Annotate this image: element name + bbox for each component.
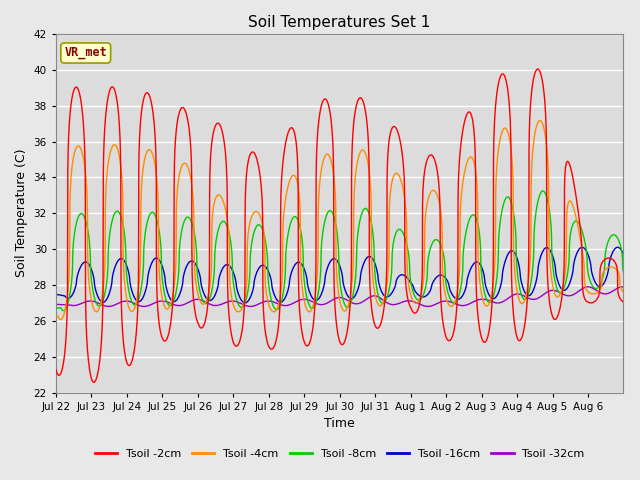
Text: VR_met: VR_met [65,47,107,60]
X-axis label: Time: Time [324,417,355,430]
Title: Soil Temperatures Set 1: Soil Temperatures Set 1 [248,15,431,30]
Y-axis label: Soil Temperature (C): Soil Temperature (C) [15,149,28,277]
Legend: Tsoil -2cm, Tsoil -4cm, Tsoil -8cm, Tsoil -16cm, Tsoil -32cm: Tsoil -2cm, Tsoil -4cm, Tsoil -8cm, Tsoi… [90,444,589,464]
